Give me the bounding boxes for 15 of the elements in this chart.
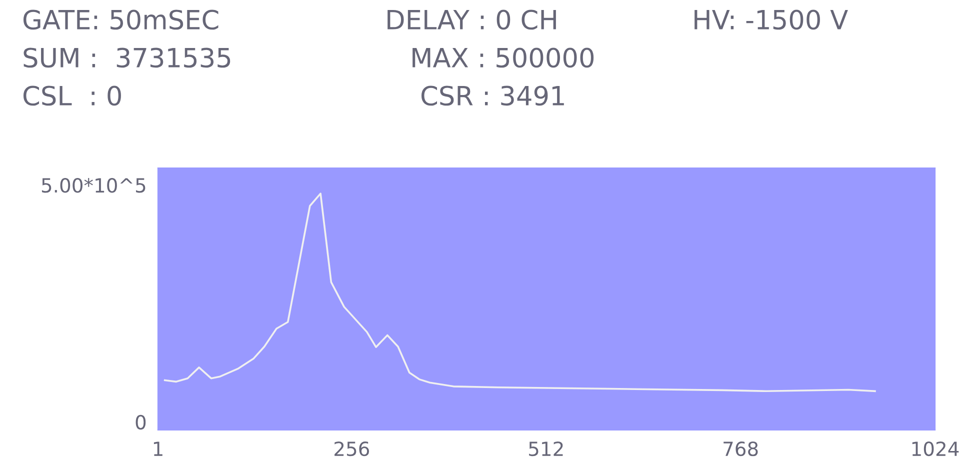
text: MAX : 500000 (412, 48, 594, 68)
x-tick-label: 1024 (912, 441, 959, 456)
text: CSR : 3491 (421, 86, 564, 106)
text: HV: -1500 V (694, 10, 848, 30)
y-tick-label: 0 (136, 414, 146, 430)
text: GATE: 50mSEC (23, 10, 218, 30)
x-tick-label: 512 (529, 441, 563, 456)
text: DELAY : 0 CH (388, 10, 556, 30)
x-tick-label: 256 (334, 441, 370, 456)
x-tick-label: 1 (154, 442, 162, 456)
line-series (164, 192, 876, 392)
y-tick-label: 5.00*10^5 (42, 178, 146, 193)
text: CSL : 0 (23, 86, 121, 106)
x-tick-label: 768 (724, 441, 758, 456)
text: SUM : 3731535 (24, 48, 230, 68)
